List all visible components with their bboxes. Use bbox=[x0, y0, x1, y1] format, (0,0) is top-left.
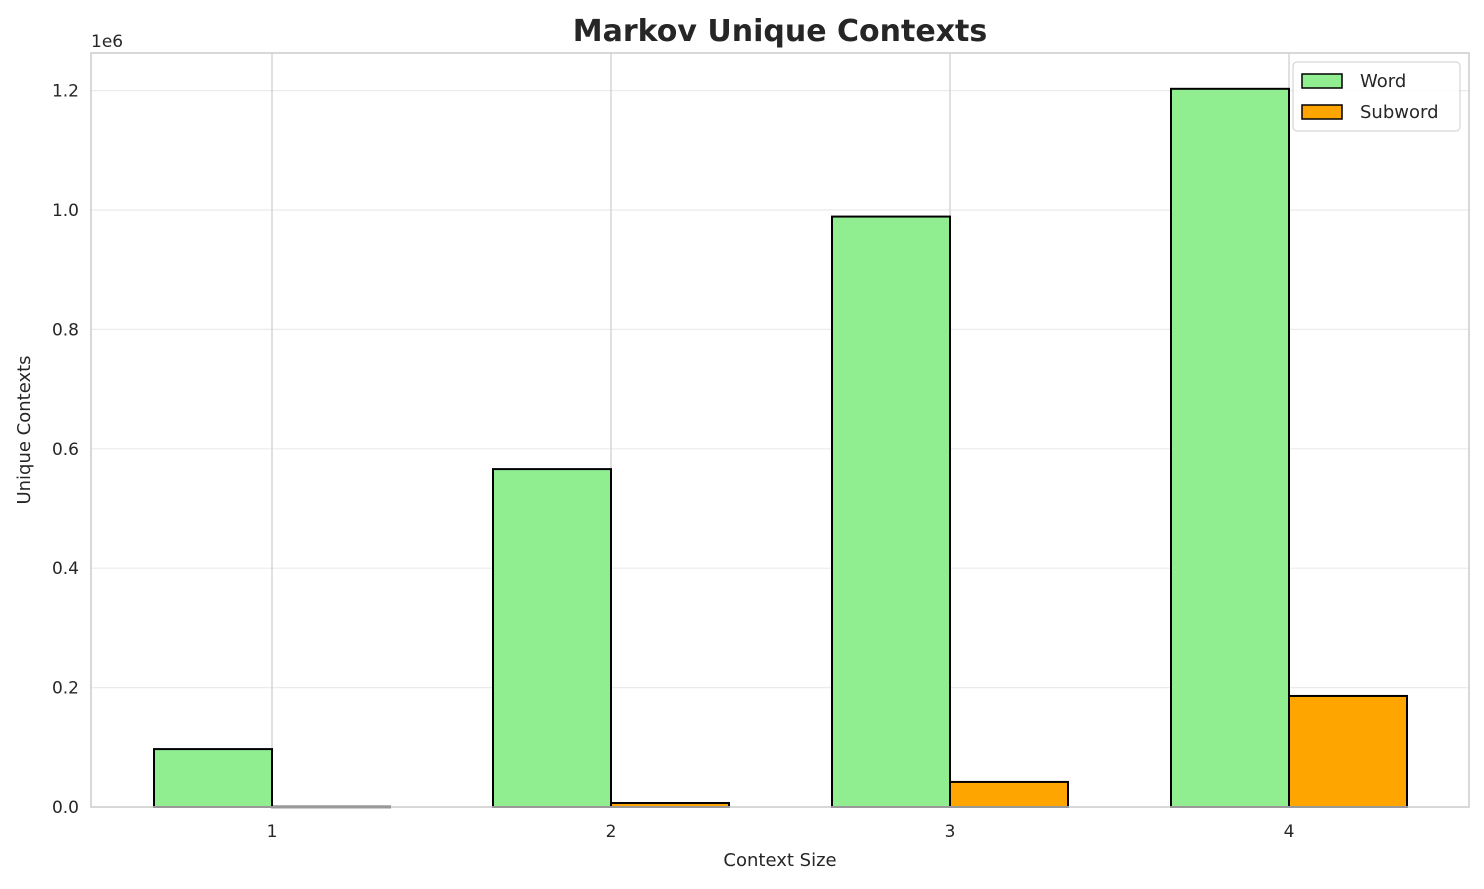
y-tick-label: 1.0 bbox=[52, 201, 79, 221]
axes-frame bbox=[90, 52, 1470, 808]
y-tick-label: 0.0 bbox=[52, 798, 79, 818]
x-tick-label: 4 bbox=[1284, 822, 1295, 842]
y-axis-label: Unique Contexts bbox=[14, 355, 35, 504]
y-tick-label: 0.2 bbox=[52, 679, 79, 699]
y-offset-label: 1e6 bbox=[91, 32, 123, 52]
bar-word bbox=[153, 748, 273, 809]
bar-subword bbox=[949, 780, 1069, 809]
bar-word bbox=[1170, 87, 1290, 809]
bar-word bbox=[492, 468, 612, 808]
legend-label: Word bbox=[1360, 71, 1406, 92]
legend-label: Subword bbox=[1360, 102, 1439, 123]
x-axis-label: Context Size bbox=[723, 850, 836, 871]
legend-swatch-word bbox=[1301, 73, 1343, 89]
bar-word bbox=[831, 215, 951, 808]
bar-subword bbox=[1288, 694, 1408, 808]
x-tick-label: 2 bbox=[606, 822, 617, 842]
chart-title: Markov Unique Contexts bbox=[573, 14, 988, 49]
legend-swatch-subword bbox=[1301, 104, 1343, 120]
y-tick-label: 1.2 bbox=[52, 82, 79, 102]
y-tick-label: 0.8 bbox=[52, 320, 79, 340]
x-tick-label: 1 bbox=[267, 822, 278, 842]
y-tick-label: 0.4 bbox=[52, 559, 79, 579]
y-tick-label: 0.6 bbox=[52, 440, 79, 460]
x-tick-label: 3 bbox=[945, 822, 956, 842]
